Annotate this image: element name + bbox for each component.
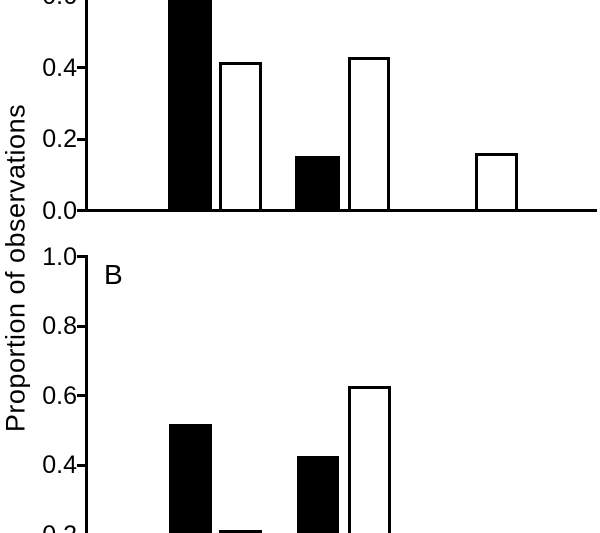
y-axis-line bbox=[85, 255, 88, 533]
y-tick-mark bbox=[77, 209, 85, 212]
y-tick-label: 0.4 bbox=[42, 53, 77, 82]
y-tick-mark bbox=[77, 394, 85, 397]
y-tick-label: 0.6 bbox=[0, 0, 77, 11]
y-tick-label: 0.8 bbox=[42, 312, 77, 340]
y-tick-mark bbox=[77, 66, 85, 69]
y-tick-label: 0.6 bbox=[42, 381, 77, 410]
bar-black bbox=[168, 0, 212, 212]
bar-white bbox=[219, 62, 262, 212]
bar-white bbox=[219, 529, 262, 533]
bar-white bbox=[348, 57, 390, 212]
x-axis-line bbox=[85, 209, 597, 212]
y-axis-line bbox=[85, 0, 88, 212]
y-tick-label: 0.2 bbox=[42, 125, 77, 153]
panel-label-b: B bbox=[104, 259, 123, 290]
y-tick-mark bbox=[77, 463, 85, 467]
y-tick-mark bbox=[77, 324, 85, 328]
bar-black bbox=[295, 156, 340, 212]
y-tick-mark bbox=[77, 137, 85, 141]
bar-black bbox=[169, 423, 212, 533]
bar-white bbox=[348, 386, 391, 533]
y-tick-mark bbox=[77, 255, 85, 258]
bar-white bbox=[475, 153, 518, 212]
y-tick-label: 0.4 bbox=[42, 451, 77, 479]
y-tick-label: 1.0 bbox=[42, 242, 77, 271]
bar-black bbox=[297, 455, 339, 533]
y-tick-label: 0.2 bbox=[0, 520, 77, 533]
y-tick-label: 0.0 bbox=[42, 196, 77, 225]
